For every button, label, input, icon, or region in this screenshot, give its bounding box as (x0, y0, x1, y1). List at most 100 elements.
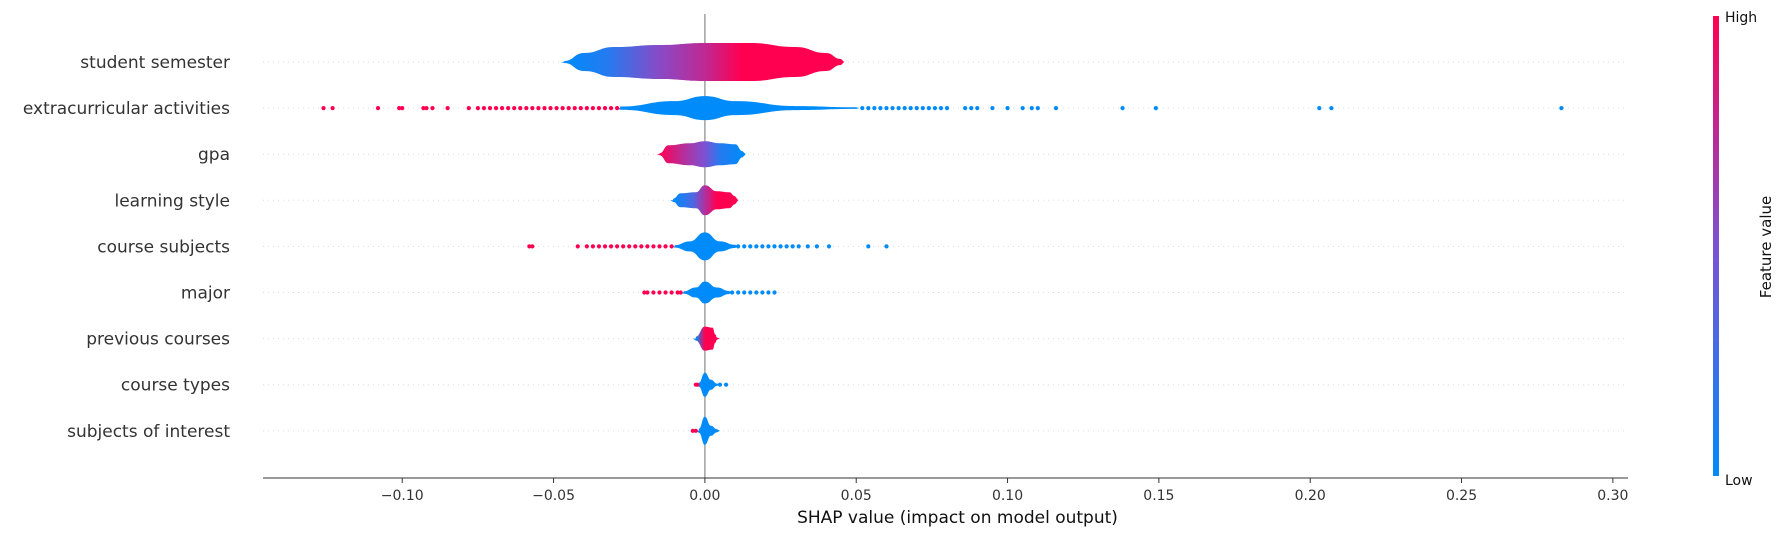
point-extracurricular-activities (572, 106, 577, 111)
point-extracurricular-activities (493, 106, 499, 111)
point-extracurricular-activities (397, 106, 402, 111)
point-subjects-of-interest (693, 428, 698, 433)
point-major (772, 290, 777, 295)
colorbar-low-label: Low (1725, 473, 1753, 489)
point-major (730, 290, 735, 295)
point-extracurricular-activities (1559, 106, 1564, 111)
point-extracurricular-activities (896, 106, 901, 111)
point-course-subjects (590, 244, 596, 249)
point-course-types (695, 382, 700, 387)
point-extracurricular-activities (615, 106, 620, 111)
point-extracurricular-activities (969, 106, 974, 111)
point-major (663, 290, 668, 295)
point-major (748, 290, 753, 295)
violin-extracurricular-activities (617, 96, 860, 121)
point-extracurricular-activities (475, 106, 480, 111)
point-extracurricular-activities (944, 106, 950, 111)
point-extracurricular-activities (932, 106, 938, 111)
violins (561, 43, 860, 445)
point-extracurricular-activities (890, 106, 895, 111)
violin-course-types (695, 372, 720, 397)
point-course-subjects (736, 244, 741, 249)
colorbar-gradient (1713, 16, 1719, 476)
point-course-subjects (621, 244, 626, 249)
x-tick-label: −0.05 (532, 488, 575, 504)
point-extracurricular-activities (445, 106, 450, 111)
point-major (678, 290, 683, 295)
point-extracurricular-activities (866, 106, 871, 111)
feature-labels: student semester extracurricular activiti… (23, 53, 230, 442)
point-extracurricular-activities (884, 106, 889, 111)
point-extracurricular-activities (578, 106, 583, 111)
point-extracurricular-activities (1329, 106, 1334, 111)
point-major (645, 290, 650, 295)
x-tick-label: 0.05 (841, 488, 872, 504)
point-extracurricular-activities (421, 106, 426, 111)
point-course-subjects (784, 244, 789, 249)
point-course-subjects (645, 244, 650, 249)
point-extracurricular-activities (1035, 106, 1040, 111)
point-extracurricular-activities (481, 106, 487, 111)
point-extracurricular-activities (608, 106, 614, 111)
point-extracurricular-activities (554, 106, 559, 111)
x-axis-label: SHAP value (impact on model output) (797, 508, 1118, 528)
point-extracurricular-activities (430, 106, 435, 111)
feature-label-student-semester: student semester (80, 53, 230, 73)
colorbar-high-label: High (1725, 10, 1757, 26)
point-course-subjects (790, 244, 795, 249)
violin-previous-courses (692, 326, 720, 351)
point-course-subjects (766, 244, 771, 249)
point-major (669, 290, 674, 295)
point-extracurricular-activities (878, 106, 883, 111)
row-guides (263, 61, 1628, 432)
point-course-subjects (657, 244, 662, 249)
point-course-subjects (772, 244, 777, 249)
point-extracurricular-activities (400, 106, 405, 111)
point-extracurricular-activities (524, 106, 529, 111)
point-course-types (723, 382, 729, 387)
point-course-subjects (814, 244, 819, 249)
point-extracurricular-activities (1153, 106, 1158, 111)
point-course-subjects (575, 244, 580, 249)
point-course-subjects (530, 244, 535, 249)
point-extracurricular-activities (1120, 106, 1125, 111)
point-extracurricular-activities (424, 106, 429, 111)
point-course-subjects (651, 244, 656, 249)
point-course-subjects (584, 244, 589, 249)
colorbar-title: Feature value (1757, 196, 1775, 298)
point-extracurricular-activities (602, 106, 608, 111)
x-tick-label: 0.10 (992, 488, 1023, 504)
colorbar: High Low Feature value (1713, 10, 1775, 489)
point-course-subjects (596, 244, 602, 249)
point-course-subjects (602, 244, 608, 249)
point-extracurricular-activities (548, 106, 553, 111)
point-extracurricular-activities (584, 106, 589, 111)
feature-label-subjects-of-interest: subjects of interest (67, 422, 230, 442)
feature-label-course-subjects: course subjects (97, 237, 230, 257)
point-extracurricular-activities (908, 106, 913, 111)
point-extracurricular-activities (330, 106, 335, 111)
point-course-subjects (760, 244, 765, 249)
point-extracurricular-activities (990, 106, 995, 111)
violin-major (680, 281, 733, 304)
point-course-subjects (884, 244, 889, 249)
point-extracurricular-activities (590, 106, 596, 111)
point-course-subjects (663, 244, 668, 249)
point-extracurricular-activities (914, 106, 919, 111)
x-tick-label: 0.00 (689, 488, 720, 504)
point-extracurricular-activities (963, 106, 968, 111)
point-course-subjects (627, 244, 632, 249)
point-course-subjects (805, 244, 810, 249)
point-extracurricular-activities (500, 106, 505, 111)
violin-student-semester (561, 43, 845, 81)
x-tick-label: 0.15 (1143, 488, 1174, 504)
point-extracurricular-activities (975, 106, 980, 111)
point-major (754, 290, 759, 295)
point-extracurricular-activities (920, 106, 925, 111)
feature-label-learning-style: learning style (114, 191, 230, 211)
violin-subjects-of-interest (695, 416, 720, 445)
violin-learning-style (670, 185, 739, 216)
points (321, 106, 1564, 433)
point-extracurricular-activities (512, 106, 517, 111)
